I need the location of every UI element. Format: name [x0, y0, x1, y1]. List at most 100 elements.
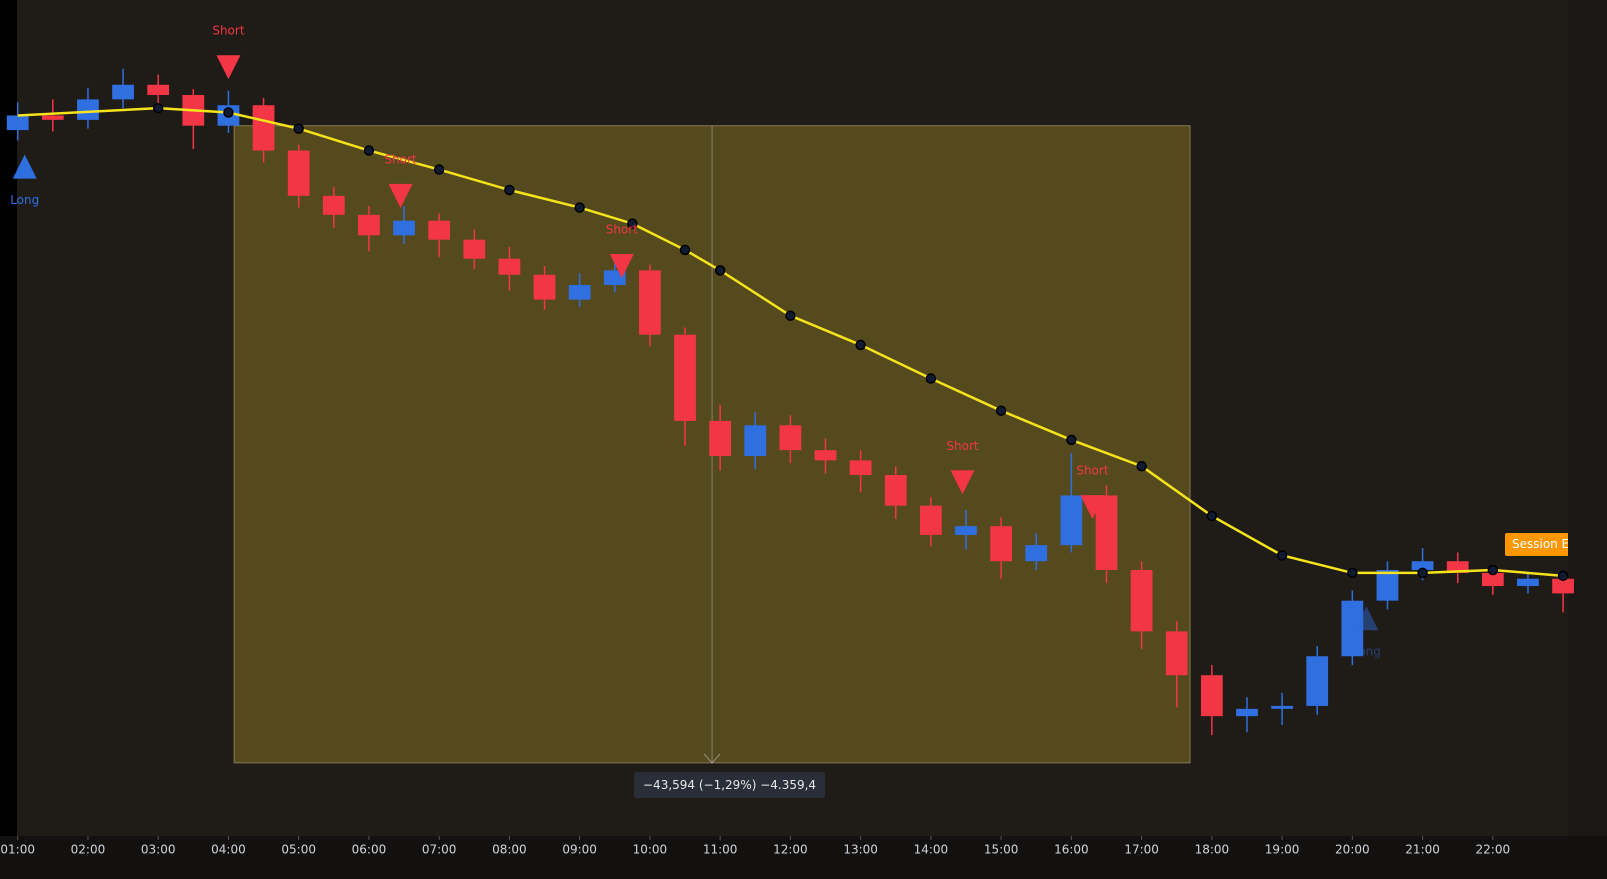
ma-point — [363, 145, 375, 156]
candle-body — [287, 150, 310, 196]
candle-body — [990, 526, 1013, 562]
candle-body — [884, 475, 907, 506]
candle-body — [1446, 561, 1469, 573]
signal-label: Long — [1352, 645, 1381, 659]
signal-label: Short — [384, 152, 416, 166]
x-tick-label: 15:00 — [984, 843, 1019, 857]
x-tick-label: 08:00 — [492, 843, 527, 857]
measure-arrow-head — [703, 753, 721, 764]
signal-label: Short — [212, 24, 244, 38]
ma-point — [714, 265, 726, 276]
candle-body — [1060, 495, 1083, 546]
candle-body — [779, 425, 802, 451]
candle-body — [639, 270, 661, 335]
x-tick-label: 07:00 — [422, 843, 457, 857]
x-tick-label: 13:00 — [843, 843, 878, 857]
x-tick-label: 11:00 — [703, 843, 738, 857]
signal-marker — [950, 470, 975, 495]
ma-point — [1066, 434, 1077, 446]
x-tick-label: 01:00 — [0, 843, 35, 857]
ma-point — [1206, 510, 1218, 522]
ma-point — [1276, 550, 1288, 561]
ma-point — [679, 244, 691, 256]
ma-point — [1557, 570, 1569, 582]
candle-body — [674, 334, 696, 421]
signal-marker — [1354, 606, 1379, 631]
ma-point — [1136, 460, 1147, 472]
ma-point — [995, 405, 1007, 416]
candle-body — [1095, 495, 1118, 570]
ma-point — [504, 184, 515, 196]
candle-body — [1306, 656, 1329, 706]
candle-body — [428, 220, 451, 240]
x-tick-label: 09:00 — [562, 843, 597, 857]
ma-point — [1487, 564, 1499, 576]
candle-body — [112, 84, 134, 100]
candle-body — [358, 214, 380, 236]
signal-marker — [12, 154, 37, 179]
candle-body — [709, 420, 732, 456]
x-tick-label: 20:00 — [1335, 843, 1370, 857]
x-tick-label: 05:00 — [281, 843, 316, 857]
candle-body — [1236, 708, 1258, 717]
candle-body — [6, 115, 29, 131]
x-tick-label: 18:00 — [1195, 843, 1230, 857]
signal-label: Short — [606, 223, 638, 237]
x-tick-label: 02:00 — [71, 843, 106, 857]
candle-body — [498, 258, 521, 275]
x-tick-label: 21:00 — [1405, 843, 1440, 857]
candle-body — [463, 239, 486, 259]
measure-label: −43,594 (−1,29%) −4.359,4 — [634, 772, 826, 798]
signal-label: Short — [946, 439, 978, 453]
candle-body — [1411, 561, 1434, 570]
ma-point — [627, 218, 638, 229]
x-tick-label: 22:00 — [1476, 843, 1511, 857]
ma-point — [1417, 567, 1428, 579]
candle-body — [1517, 578, 1539, 587]
ma-point — [152, 102, 164, 114]
candle-body — [1165, 631, 1188, 676]
candle-body — [1552, 578, 1574, 594]
x-tick-label: 14:00 — [914, 843, 949, 857]
candle-body — [41, 115, 64, 120]
overlay: Long Short Short Short Short Short Long — [10, 24, 1569, 659]
left-strip — [0, 0, 17, 879]
candle-body — [568, 285, 591, 300]
x-tick-label: 16:00 — [1054, 843, 1089, 857]
candles — [6, 68, 1574, 736]
ma-point — [1347, 567, 1358, 579]
candle-body — [322, 195, 345, 215]
candle-body — [147, 84, 170, 95]
ma-point — [855, 339, 866, 351]
candle-body — [393, 220, 415, 236]
candle-body — [533, 274, 556, 300]
x-tick-label: 04:00 — [211, 843, 246, 857]
candle-body — [77, 99, 99, 120]
time-axis — [0, 836, 1607, 879]
x-axis: 01:00 02:00 03:00 04:00 05:00 06:00 07:00 08:00… — [0, 836, 1510, 857]
ma-point — [293, 123, 304, 134]
signal-label: Long — [10, 193, 39, 207]
ma-point — [223, 107, 234, 118]
ma-point — [574, 202, 585, 213]
ma-point — [785, 310, 796, 321]
ma-point — [925, 373, 937, 384]
candle-body — [1271, 705, 1293, 709]
candle-body — [1200, 675, 1223, 717]
x-tick-label: 10:00 — [633, 843, 668, 857]
candle-body — [252, 105, 275, 151]
session-label: Session End — [1505, 533, 1568, 556]
candle-body — [1376, 570, 1399, 601]
candle-body — [1341, 600, 1364, 657]
candle-body — [1025, 545, 1048, 562]
ma-point — [433, 164, 445, 175]
candle-body — [744, 425, 767, 456]
candle-body — [1130, 570, 1153, 632]
x-tick-label: 17:00 — [1124, 843, 1159, 857]
signal-marker — [388, 183, 413, 208]
x-tick-label: 03:00 — [141, 843, 176, 857]
x-tick-label: 12:00 — [773, 843, 808, 857]
candle-body — [814, 450, 837, 461]
